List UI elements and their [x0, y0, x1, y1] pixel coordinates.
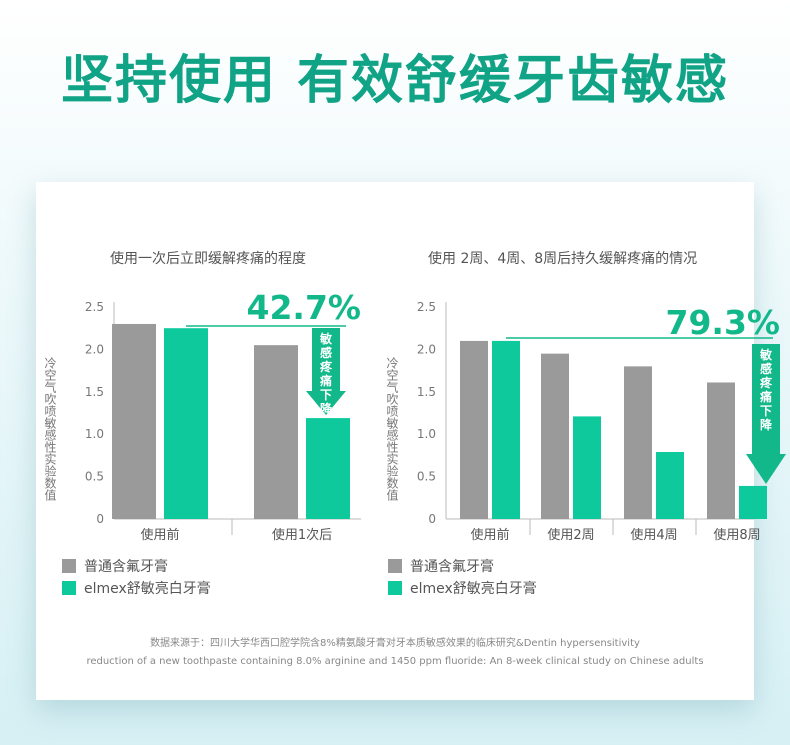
chart2-title: 使用 2周、4周、8周后持久缓解疼痛的情况 — [428, 251, 698, 267]
bar-regular — [624, 366, 652, 519]
bar-regular — [112, 323, 156, 519]
legend-swatch-green — [388, 581, 402, 595]
y-tick-label: 1.0 — [85, 427, 104, 441]
y-axis-label: 冷空气吹喷敏感性实验数值 — [43, 357, 57, 502]
x-tick-label: 使用8周 — [713, 527, 760, 543]
reduction-percentage: 42.7% — [247, 288, 362, 327]
reduction-percentage: 79.3% — [666, 303, 781, 342]
y-tick-label: 2.0 — [417, 342, 436, 356]
x-tick-label: 使用4周 — [630, 527, 677, 543]
legend-label: 普通含氟牙膏 — [410, 559, 494, 575]
chart2-legend: 普通含氟牙膏 elmex舒敏亮白牙膏 — [388, 555, 537, 599]
x-tick-label: 使用2周 — [547, 527, 594, 543]
bar-elmex — [739, 485, 767, 519]
bar-regular — [460, 340, 488, 519]
chart1: 0 0.5 1.0 1.5 2.0 2.5 冷空气吹喷敏感性实验数值使用前 使用1次后 42.7… — [36, 182, 376, 562]
legend-swatch-gray — [388, 559, 402, 573]
legend-swatch-green — [62, 581, 76, 595]
y-tick-label: 0.5 — [417, 470, 436, 484]
arrow-label: 敏感疼痛下降 — [759, 347, 773, 432]
bar-elmex — [656, 452, 684, 519]
bar-elmex — [164, 328, 208, 519]
legend-swatch-gray — [62, 559, 76, 573]
legend-item-regular: 普通含氟牙膏 — [62, 555, 211, 577]
chart-card: 使用一次后立即缓解疼痛的程度 0 0.5 1.0 1.5 2.0 2.5 冷空气吹喷敏感性实… — [36, 182, 786, 700]
bar-regular — [541, 353, 569, 519]
y-tick-label: 0 — [96, 512, 104, 526]
y-tick-label: 2.5 — [85, 300, 104, 314]
chart2: 0 0.5 1.0 1.5 2.0 2.5 冷空气吹喷敏感性实验数值使用前 使用2周 使用4周 使… — [384, 182, 786, 562]
source-line-2: reduction of a new toothpaste containing… — [86, 656, 704, 667]
headline: 坚持使用 有效舒缓牙齿敏感 — [60, 51, 730, 111]
source-line-1: 数据来源于：四川大学华西口腔学院含8%精氨酸牙膏对牙本质敏感效果的临床研究&De… — [150, 638, 640, 649]
bar-regular — [707, 382, 735, 519]
y-tick-label: 1.5 — [85, 385, 104, 399]
y-tick-label: 0 — [428, 512, 436, 526]
legend-label: elmex舒敏亮白牙膏 — [84, 581, 211, 597]
bar-elmex — [306, 418, 350, 519]
legend-label: elmex舒敏亮白牙膏 — [410, 581, 537, 597]
legend-label: 普通含氟牙膏 — [84, 559, 168, 575]
y-tick-label: 2.0 — [85, 342, 104, 356]
source-note: 数据来源于：四川大学华西口腔学院含8%精氨酸牙膏对牙本质敏感效果的临床研究&De… — [36, 635, 754, 671]
bar-elmex — [573, 416, 601, 519]
y-tick-label: 1.5 — [417, 385, 436, 399]
x-tick-label: 使用前 — [470, 527, 509, 543]
y-tick-label: 1.0 — [417, 427, 436, 441]
x-tick-label: 使用1次后 — [272, 527, 332, 543]
chart1-title: 使用一次后立即缓解疼痛的程度 — [110, 251, 306, 267]
y-axis-label: 冷空气吹喷敏感性实验数值 — [385, 357, 399, 502]
legend-item-elmex: elmex舒敏亮白牙膏 — [388, 577, 537, 599]
down-arrow-icon — [306, 328, 346, 415]
arrow-label: 敏感疼痛下降 — [319, 331, 333, 416]
x-tick-label: 使用前 — [140, 527, 179, 543]
bar-regular — [254, 345, 298, 519]
down-arrow-icon — [746, 344, 786, 484]
y-tick-label: 2.5 — [417, 300, 436, 314]
y-tick-label: 0.5 — [85, 470, 104, 484]
chart1-legend: 普通含氟牙膏 elmex舒敏亮白牙膏 — [62, 555, 211, 599]
legend-item-elmex: elmex舒敏亮白牙膏 — [62, 577, 211, 599]
legend-item-regular: 普通含氟牙膏 — [388, 555, 537, 577]
bar-elmex — [492, 340, 520, 519]
